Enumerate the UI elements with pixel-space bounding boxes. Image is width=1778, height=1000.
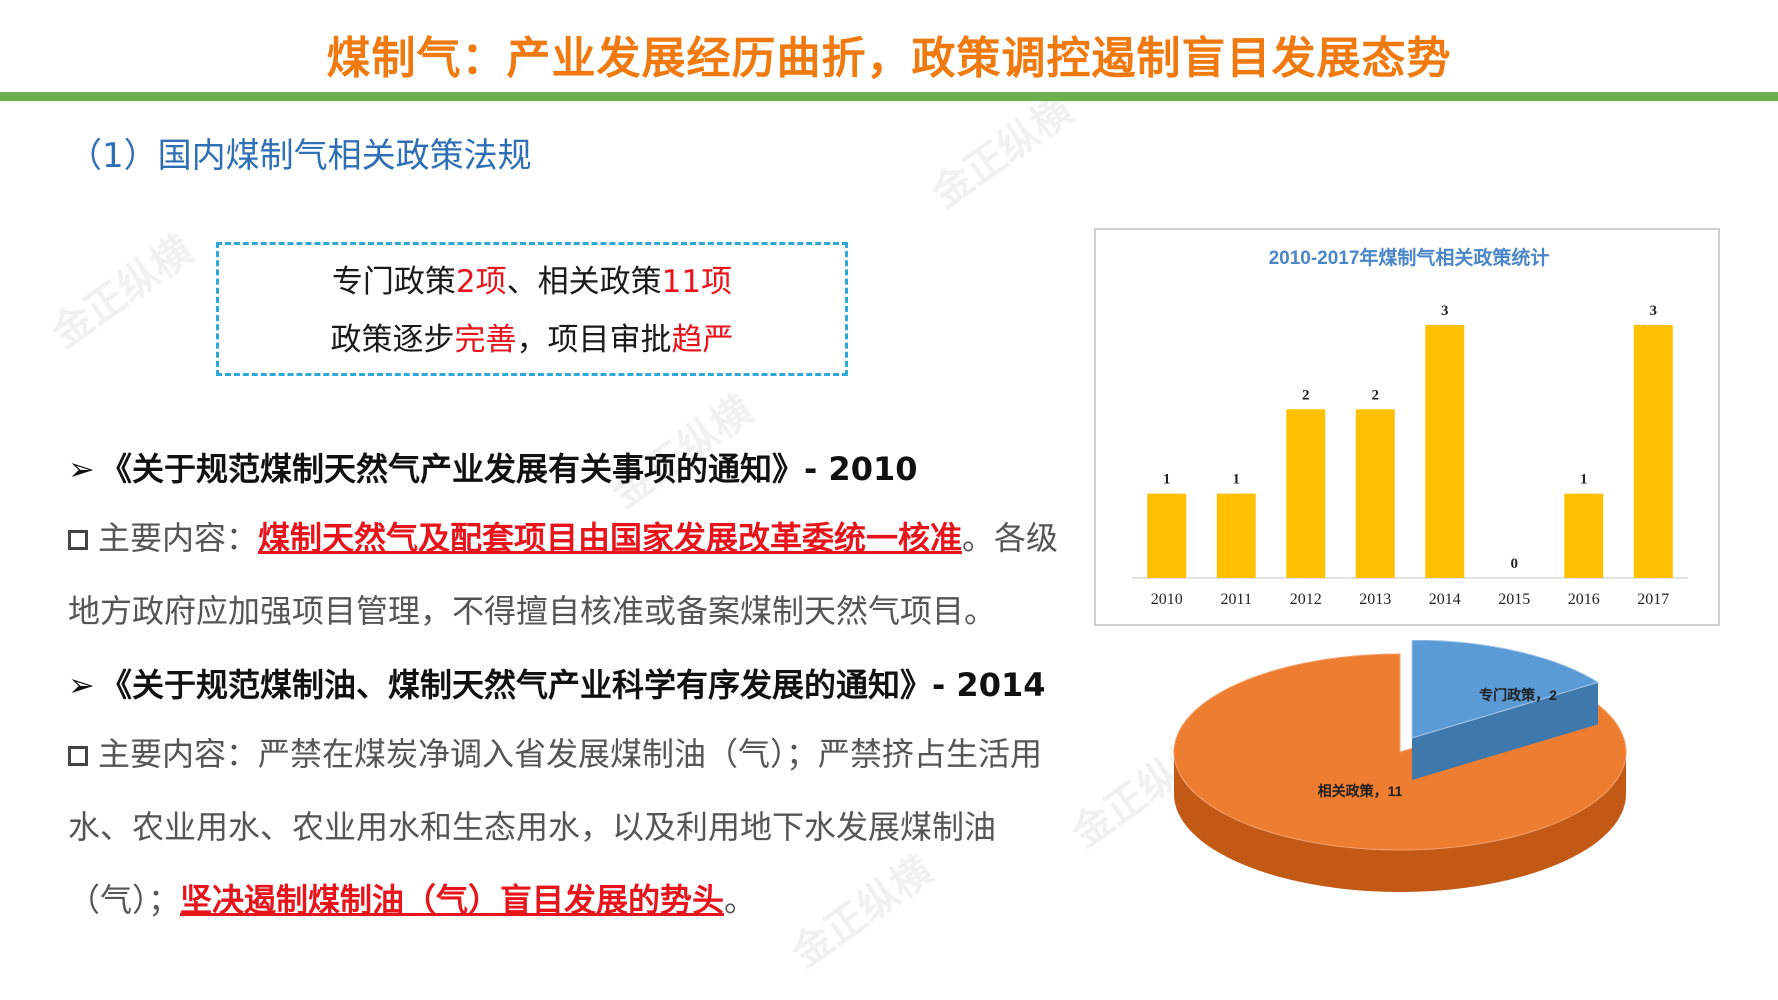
bar — [1564, 493, 1604, 578]
pie-data-label: 相关政策，11 — [1318, 783, 1403, 799]
section-title: （1）国内煤制气相关政策法规 — [68, 136, 532, 176]
policy-title-text: 《关于规范煤制天然气产业发展有关事项的通知》- 2010 — [100, 450, 918, 488]
policy-bar-chart: 2010-2017年煤制气相关政策统计 1 2010 1 2011 2 2012 2 2013… — [1094, 228, 1720, 626]
watermark: 金正纵横 — [43, 227, 202, 358]
square-bullet-icon — [68, 746, 88, 766]
page-title: 煤制气：产业发展经历曲折，政策调控遏制盲目发展态势 — [326, 33, 1452, 84]
bar — [1216, 493, 1256, 578]
pie-slice-side — [1412, 682, 1598, 780]
pie-slice-side — [1174, 752, 1626, 892]
callout-line-2: 政策逐步完善，项目审批趋严 — [219, 311, 845, 369]
bar — [1355, 409, 1395, 578]
policy-item-title: ➢ 《关于规范煤制天然气产业发展有关事项的通知》- 2010 — [68, 444, 918, 490]
x-tick-label: 2016 — [1568, 591, 1600, 608]
content-label: 主要内容： — [98, 519, 259, 557]
body-text: 。各级地方政府应加强项目管理，不得擅自核准或备案煤制天然气项目。 — [68, 519, 1059, 630]
pie-slice — [1173, 653, 1627, 851]
x-tick-label: 2012 — [1290, 591, 1322, 608]
policy-pie-chart: 专门政策，2 相关政策，11 — [1160, 639, 1660, 940]
bar — [1425, 324, 1465, 578]
callout-highlight: 完善 — [454, 322, 517, 358]
bar — [1633, 324, 1673, 578]
x-tick-label: 2010 — [1151, 591, 1183, 608]
data-label: 0 — [1511, 556, 1519, 572]
policy-title-text: 《关于规范煤制油、煤制天然气产业科学有序发展的通知》- 2014 — [100, 666, 1046, 704]
policy-item-body: 主要内容：严禁在煤炭净调入省发展煤制油（气）；严禁挤占生活用水、农业用水、农业用… — [68, 718, 1078, 937]
title-divider — [0, 92, 1778, 101]
bar — [1286, 409, 1326, 578]
x-tick-label: 2013 — [1359, 591, 1391, 608]
callout-highlight: 11项 — [661, 264, 733, 300]
x-tick-label: 2011 — [1221, 591, 1252, 608]
callout-text: ，项目审批 — [516, 322, 672, 358]
body-text: 。 — [724, 881, 757, 919]
callout-text: 、相关政策 — [506, 264, 662, 300]
data-label: 2 — [1302, 387, 1310, 403]
emphasis-text: 坚决遏制煤制油（气）盲目发展的势头 — [180, 881, 725, 919]
callout-highlight: 趋严 — [671, 322, 734, 358]
square-bullet-icon — [68, 530, 88, 550]
x-tick-label: 2014 — [1429, 591, 1461, 608]
data-label: 3 — [1650, 303, 1658, 319]
bar-chart-svg: 2010-2017年煤制气相关政策统计 1 2010 1 2011 2 2012 2 2013… — [1132, 246, 1688, 608]
policy-item-body: 主要内容：煤制天然气及配套项目由国家发展改革委统一核准。各级地方政府应加强项目管… — [68, 502, 1078, 648]
data-label: 1 — [1580, 472, 1588, 488]
pie-data-label: 专门政策，2 — [1479, 687, 1557, 703]
arrow-bullet-icon: ➢ — [68, 666, 95, 704]
policy-item-title: ➢ 《关于规范煤制油、煤制天然气产业科学有序发展的通知》- 2014 — [68, 660, 1046, 706]
chart-title: 2010-2017年煤制气相关政策统计 — [1269, 246, 1550, 269]
callout-line-1: 专门政策2项、相关政策11项 — [219, 253, 845, 311]
data-label: 1 — [1163, 472, 1171, 488]
summary-callout: 专门政策2项、相关政策11项 政策逐步完善，项目审批趋严 — [216, 242, 848, 376]
bar — [1147, 493, 1187, 578]
callout-text: 专门政策 — [331, 264, 456, 300]
arrow-bullet-icon: ➢ — [68, 450, 95, 488]
x-tick-label: 2015 — [1498, 591, 1530, 608]
x-tick-label: 2017 — [1637, 591, 1669, 608]
pie-slice — [1411, 639, 1600, 739]
callout-highlight: 2项 — [455, 264, 507, 300]
data-label: 3 — [1441, 303, 1449, 319]
data-label: 1 — [1233, 472, 1241, 488]
callout-text: 政策逐步 — [330, 322, 455, 358]
body-text: 严禁在煤炭净调入省发展煤制油（气）；严禁挤占生活用水、农业用水、农业用水和生态用… — [68, 735, 1043, 919]
content-label: 主要内容： — [98, 735, 259, 773]
pie-chart-svg: 专门政策，2 相关政策，11 — [1173, 639, 1627, 892]
emphasis-text: 煤制天然气及配套项目由国家发展改革委统一核准 — [258, 519, 963, 557]
data-label: 2 — [1372, 387, 1380, 403]
